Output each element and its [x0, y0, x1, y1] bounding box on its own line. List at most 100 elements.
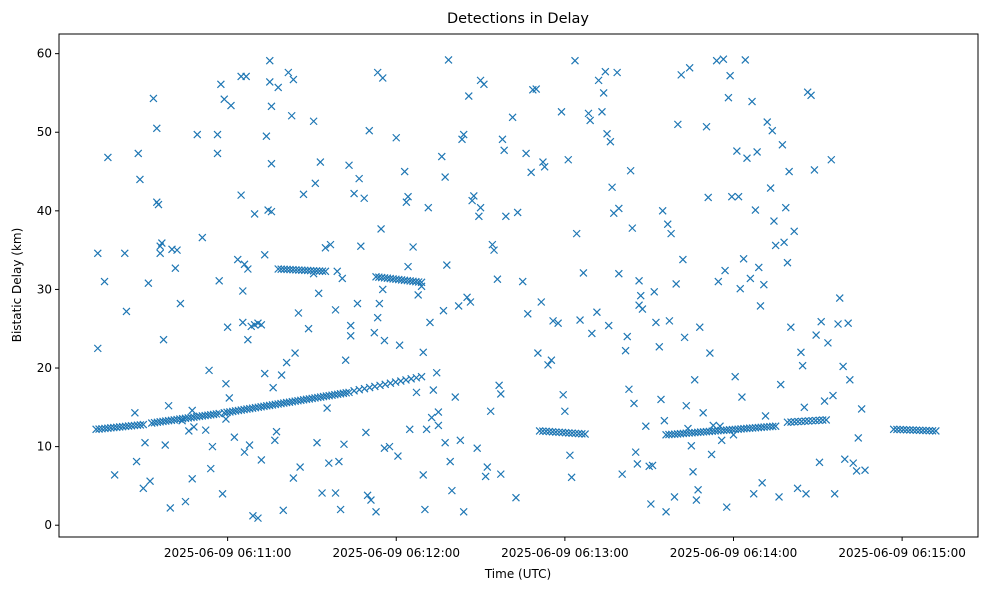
x-tick-label: 2025-06-09 06:14:00	[670, 546, 797, 560]
data-point	[378, 74, 387, 82]
data-point	[498, 135, 507, 144]
data-point	[603, 129, 611, 138]
data-point	[370, 328, 379, 337]
data-point	[262, 132, 271, 141]
data-point	[753, 147, 762, 156]
data-point-track-j	[909, 426, 918, 434]
data-point	[309, 269, 318, 278]
data-point	[434, 408, 443, 416]
data-point	[245, 441, 254, 449]
data-point	[238, 287, 247, 295]
y-tick-label: 30	[37, 282, 52, 296]
data-point	[184, 426, 193, 435]
data-point	[743, 154, 751, 163]
data-point	[110, 470, 119, 479]
data-point	[549, 316, 557, 325]
data-point-track-e	[297, 266, 306, 275]
plot-background	[59, 34, 978, 537]
data-point-track-h	[771, 422, 780, 431]
data-point	[587, 329, 596, 338]
data-point	[761, 412, 770, 420]
data-point	[571, 56, 579, 65]
data-point	[380, 444, 389, 453]
data-point	[508, 113, 517, 122]
data-point-track-g	[545, 427, 554, 436]
data-point-track-i	[801, 417, 810, 426]
data-point	[665, 316, 674, 325]
data-point	[746, 274, 755, 283]
data-point	[567, 473, 576, 482]
data-point	[741, 56, 750, 64]
data-point	[496, 390, 505, 398]
data-point-track-j	[922, 426, 931, 435]
data-point	[576, 316, 584, 325]
data-point-track-e	[289, 265, 297, 274]
data-point	[839, 362, 848, 371]
data-point	[237, 191, 246, 200]
data-point	[717, 436, 726, 445]
data-point	[267, 159, 276, 168]
data-point	[830, 489, 839, 498]
data-point	[265, 56, 274, 65]
data-point	[154, 200, 163, 209]
data-point	[365, 126, 374, 135]
data-point	[707, 450, 716, 459]
data-point	[554, 319, 563, 328]
data-point	[157, 239, 166, 247]
data-point	[712, 56, 721, 65]
data-point	[420, 505, 429, 514]
data-point	[495, 381, 504, 390]
data-point	[655, 342, 664, 351]
data-point	[404, 192, 412, 201]
data-point	[134, 149, 143, 158]
data-point-track-g	[568, 429, 577, 438]
data-point-track-c	[342, 388, 351, 397]
data-point	[414, 291, 423, 299]
data-point	[790, 227, 799, 236]
data-point	[205, 366, 213, 375]
data-point	[130, 408, 139, 417]
data-point-track-e	[294, 266, 303, 274]
data-point	[714, 277, 723, 286]
data-point	[513, 208, 522, 217]
data-point	[122, 307, 131, 316]
data-point	[333, 267, 342, 276]
data-point-track-d	[417, 372, 426, 381]
data-point	[633, 459, 642, 468]
data-point	[812, 331, 821, 339]
data-point	[146, 477, 154, 486]
data-point	[748, 97, 756, 106]
data-point	[533, 349, 542, 358]
data-point	[501, 212, 510, 221]
y-axis: 0 10 20 30 40 50 60	[37, 47, 59, 532]
data-point	[845, 375, 854, 384]
data-point	[678, 255, 687, 264]
data-point	[731, 372, 740, 381]
data-point	[164, 401, 173, 410]
data-point-track-j	[928, 426, 937, 435]
data-point	[230, 433, 239, 442]
data-point	[429, 386, 438, 394]
data-point-track-e	[315, 267, 324, 275]
data-point	[159, 335, 168, 344]
data-point	[592, 308, 601, 317]
data-point	[673, 120, 682, 129]
data-point	[734, 192, 743, 201]
data-point	[641, 422, 650, 431]
data-point	[269, 383, 278, 392]
data-point	[464, 92, 473, 101]
data-point	[770, 217, 778, 225]
data-point	[254, 514, 262, 523]
data-point-track-c	[345, 388, 353, 397]
data-point	[323, 404, 332, 413]
data-point	[355, 174, 364, 183]
data-point	[486, 407, 495, 416]
data-point-track-i	[818, 416, 827, 425]
data-point	[363, 491, 372, 500]
data-point	[459, 130, 468, 139]
data-point	[614, 204, 623, 213]
data-point	[213, 149, 222, 158]
data-point-track-i	[811, 416, 820, 425]
data-point	[473, 444, 482, 453]
data-point	[144, 279, 153, 288]
